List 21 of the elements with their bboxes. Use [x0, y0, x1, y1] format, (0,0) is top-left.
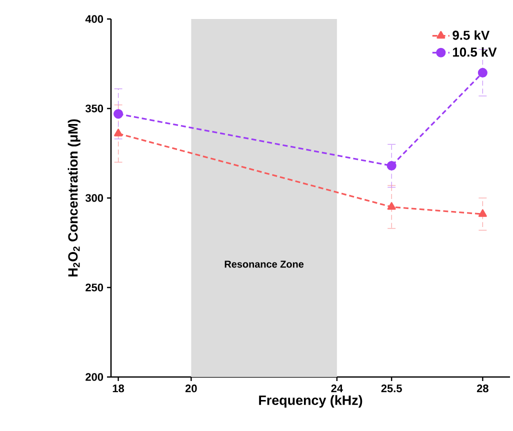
point [387, 202, 396, 210]
legend-label: 9.5 kV [452, 30, 490, 40]
x-tick-label: 24 [331, 384, 343, 392]
y-tick-label: 350 [85, 104, 104, 112]
y-axis-title: H$_{2}$O$_{2}$ Concentration (μM) [68, 119, 80, 276]
x-tick-label: 25.5 [381, 384, 402, 392]
point [114, 109, 124, 119]
point [478, 209, 487, 217]
point [114, 128, 123, 136]
band-label: Resonance Zone [224, 260, 304, 268]
y-tick-label: 400 [85, 15, 104, 23]
legend-label: 10.5 kV [453, 47, 497, 57]
y-tick-label: 250 [86, 284, 104, 292]
x-tick-label: 28 [476, 384, 488, 392]
y-tick-label: 200 [86, 373, 104, 381]
x-tick-label: 18 [112, 384, 124, 392]
x-axis-title: Frequency (kHz) [259, 395, 362, 408]
y-tick-label: 300 [85, 194, 104, 202]
point [386, 160, 396, 171]
point [478, 68, 488, 78]
x-tick-label: 20 [185, 384, 197, 392]
